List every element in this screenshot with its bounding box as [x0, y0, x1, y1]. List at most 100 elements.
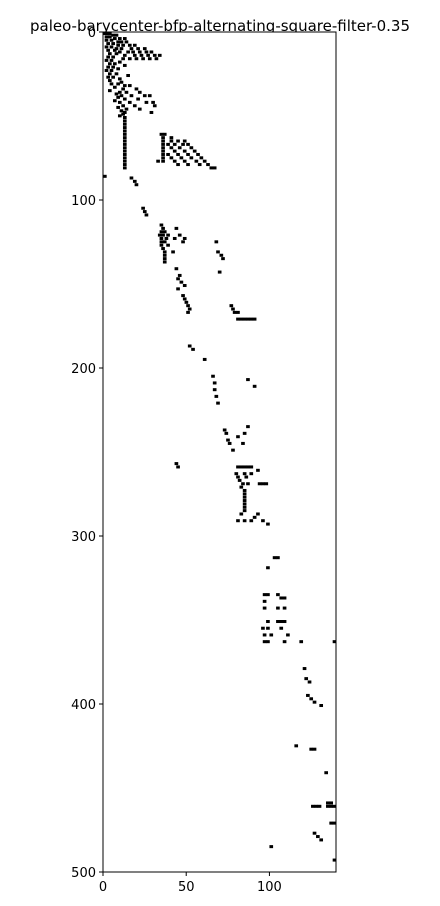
x-tick-label: 100	[257, 880, 282, 895]
data-cell	[261, 626, 265, 630]
data-cell	[316, 835, 320, 839]
data-cell	[329, 821, 334, 825]
data-cell	[157, 233, 162, 237]
data-cell	[242, 431, 247, 435]
data-cell	[129, 176, 134, 180]
data-cell	[122, 63, 127, 67]
data-cell	[144, 100, 149, 104]
data-cell	[246, 425, 250, 429]
data-cell	[249, 317, 254, 321]
data-cell	[122, 129, 127, 133]
data-cell	[174, 462, 179, 466]
data-cell	[172, 159, 177, 163]
data-cell	[117, 77, 122, 81]
data-cell	[262, 633, 267, 637]
data-cell	[242, 519, 247, 523]
data-cell	[242, 492, 247, 496]
data-cell	[242, 502, 247, 506]
data-cell	[216, 250, 220, 254]
data-cell	[194, 159, 199, 163]
data-cell	[137, 90, 142, 94]
data-cell	[132, 179, 137, 183]
data-cell	[142, 94, 147, 98]
data-cell	[252, 317, 257, 321]
y-tick-label: 300	[71, 530, 96, 545]
data-cell	[224, 431, 229, 435]
data-cell	[239, 465, 244, 469]
data-cell	[151, 100, 155, 104]
data-cell	[197, 163, 202, 167]
data-cell	[242, 465, 247, 469]
data-cell	[186, 142, 190, 146]
data-cell	[242, 488, 247, 492]
data-cell	[326, 801, 330, 805]
data-cell	[186, 304, 190, 308]
data-cell	[162, 260, 167, 264]
data-cell	[116, 95, 120, 99]
y-tick-label: 0	[88, 26, 96, 41]
data-cell	[266, 626, 270, 630]
data-cell	[169, 146, 174, 150]
data-cell	[122, 149, 127, 153]
data-cell	[176, 277, 180, 281]
data-cell	[161, 142, 165, 146]
data-cell	[136, 97, 140, 101]
data-cell	[159, 243, 164, 247]
data-cell	[162, 240, 167, 244]
data-cell	[227, 441, 232, 445]
data-cell	[282, 596, 287, 600]
data-cell	[109, 45, 114, 49]
data-cell	[184, 300, 189, 304]
data-cell	[122, 163, 127, 167]
data-cell	[142, 47, 147, 51]
data-cell	[266, 566, 270, 570]
data-cell	[161, 136, 165, 140]
data-cell	[137, 50, 142, 54]
data-cell	[141, 57, 145, 61]
data-cell	[161, 233, 165, 237]
data-cell	[186, 152, 190, 156]
data-cell	[239, 512, 244, 516]
data-cell	[242, 509, 247, 513]
data-cell	[189, 146, 194, 150]
data-cell	[161, 226, 165, 230]
data-cell	[122, 159, 127, 163]
data-cell	[161, 159, 165, 163]
data-cell	[212, 166, 217, 170]
data-cell	[236, 317, 240, 321]
data-cell	[294, 744, 299, 748]
data-cell	[202, 159, 207, 163]
data-cell	[159, 132, 164, 136]
data-cell	[112, 48, 117, 52]
data-cell	[309, 697, 314, 701]
data-cell	[106, 42, 110, 46]
data-cell	[312, 831, 317, 835]
data-cell	[174, 267, 179, 271]
data-cell	[326, 804, 330, 808]
data-cell	[127, 100, 132, 104]
data-cell	[122, 152, 127, 156]
data-cell	[144, 50, 149, 54]
data-cell	[104, 45, 109, 49]
data-cell	[262, 593, 267, 597]
data-cell	[279, 596, 284, 600]
data-cell	[111, 42, 115, 46]
data-cell	[314, 804, 319, 808]
data-cell	[299, 640, 304, 644]
data-cell	[119, 47, 124, 51]
data-cell	[221, 257, 225, 261]
data-cell	[181, 294, 185, 298]
data-cell	[111, 75, 115, 79]
data-cell	[132, 43, 137, 47]
data-cell	[169, 156, 174, 160]
data-cell	[161, 146, 165, 150]
data-cell	[306, 693, 310, 697]
data-cell	[172, 236, 177, 240]
data-cell	[229, 304, 234, 308]
y-tick-label: 100	[71, 194, 96, 209]
data-cell	[249, 472, 254, 476]
data-cell	[169, 139, 174, 143]
data-cell	[187, 307, 192, 311]
data-cell	[122, 136, 127, 140]
data-cell	[266, 620, 270, 624]
